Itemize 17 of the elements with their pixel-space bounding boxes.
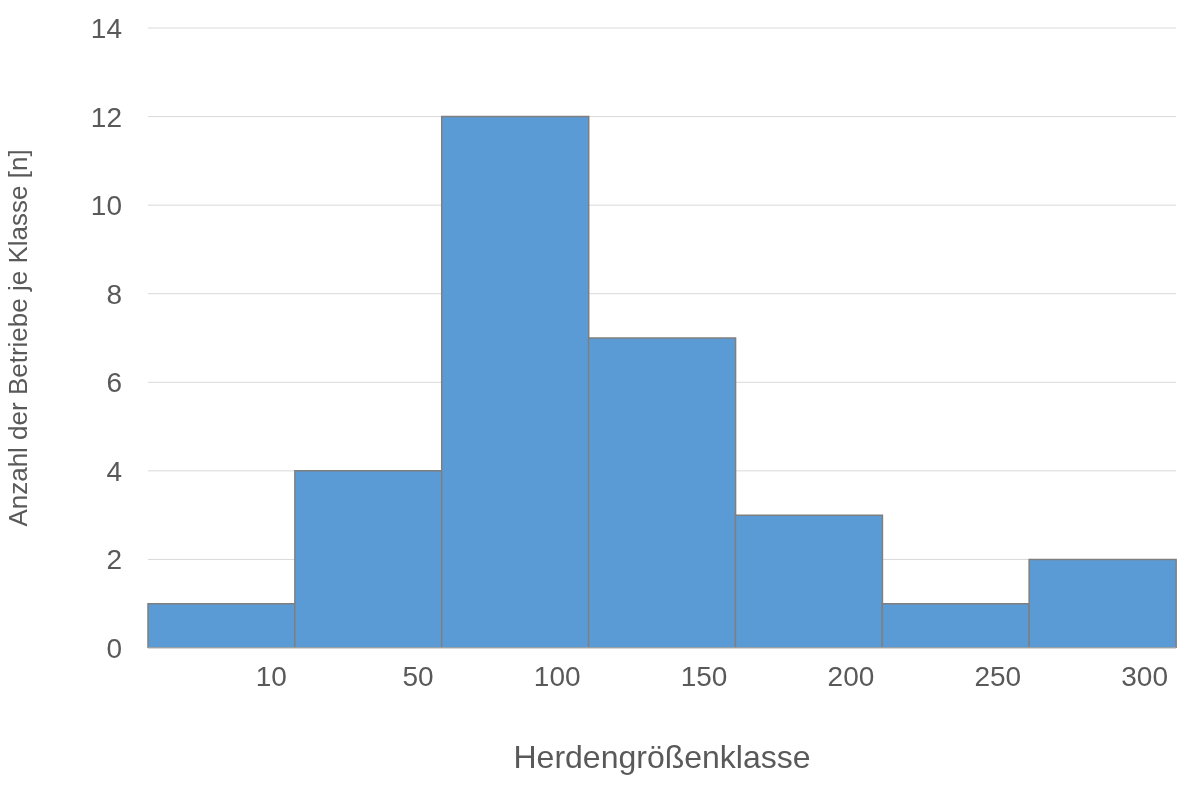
x-tick-label: 200 xyxy=(827,661,875,692)
y-tick-label: 2 xyxy=(106,544,122,576)
x-tick-label: 250 xyxy=(974,661,1022,692)
y-tick-label: 10 xyxy=(90,190,122,222)
y-axis-title: Anzahl der Betriebe je Klasse [n] xyxy=(3,149,34,527)
y-tick-label: 12 xyxy=(90,101,122,133)
x-tick-label: 150 xyxy=(680,661,728,692)
x-tick-label: 10 xyxy=(255,661,287,692)
y-tick-label: 4 xyxy=(106,455,122,487)
x-tick-label: 300 xyxy=(1121,661,1168,692)
x-tick-label: 50 xyxy=(402,661,434,692)
x-axis-title: Herdengrößenklasse xyxy=(513,739,811,775)
y-tick-label: 0 xyxy=(106,632,122,664)
x-tick-label: 100 xyxy=(533,661,581,692)
y-tick-label: 6 xyxy=(106,367,122,399)
y-tick-label: 14 xyxy=(90,12,122,44)
y-tick-label: 8 xyxy=(106,278,122,310)
